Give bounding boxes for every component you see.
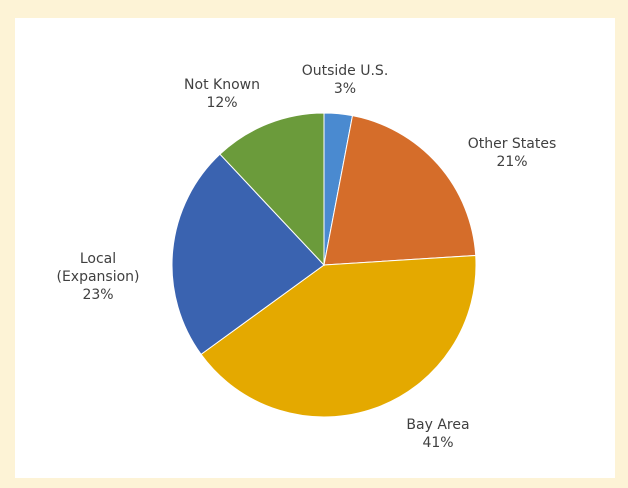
category-label: Local (Expansion): [56, 251, 140, 285]
value-label: 21%: [496, 154, 528, 170]
value-label: 23%: [82, 287, 114, 303]
category-label: Bay Area: [406, 417, 470, 433]
category-label: Other States: [467, 136, 557, 152]
category-label: Not Known: [184, 77, 260, 93]
pie-slice: [219, 112, 325, 267]
pie-slice: [200, 254, 477, 418]
category-label: Outside U.S.: [301, 63, 389, 79]
value-label: 41%: [422, 435, 454, 451]
slice-label: Other States 21%: [452, 135, 572, 171]
value-label: 3%: [333, 81, 357, 97]
pie-slice: [171, 153, 325, 356]
slice-label: Bay Area 41%: [378, 416, 498, 452]
slice-label: Outside U.S. 3%: [285, 62, 405, 98]
value-label: 12%: [206, 95, 238, 111]
slice-label: Not Known 12%: [162, 76, 282, 112]
slice-label: Local (Expansion) 23%: [53, 250, 143, 304]
pie-slice: [323, 115, 477, 266]
